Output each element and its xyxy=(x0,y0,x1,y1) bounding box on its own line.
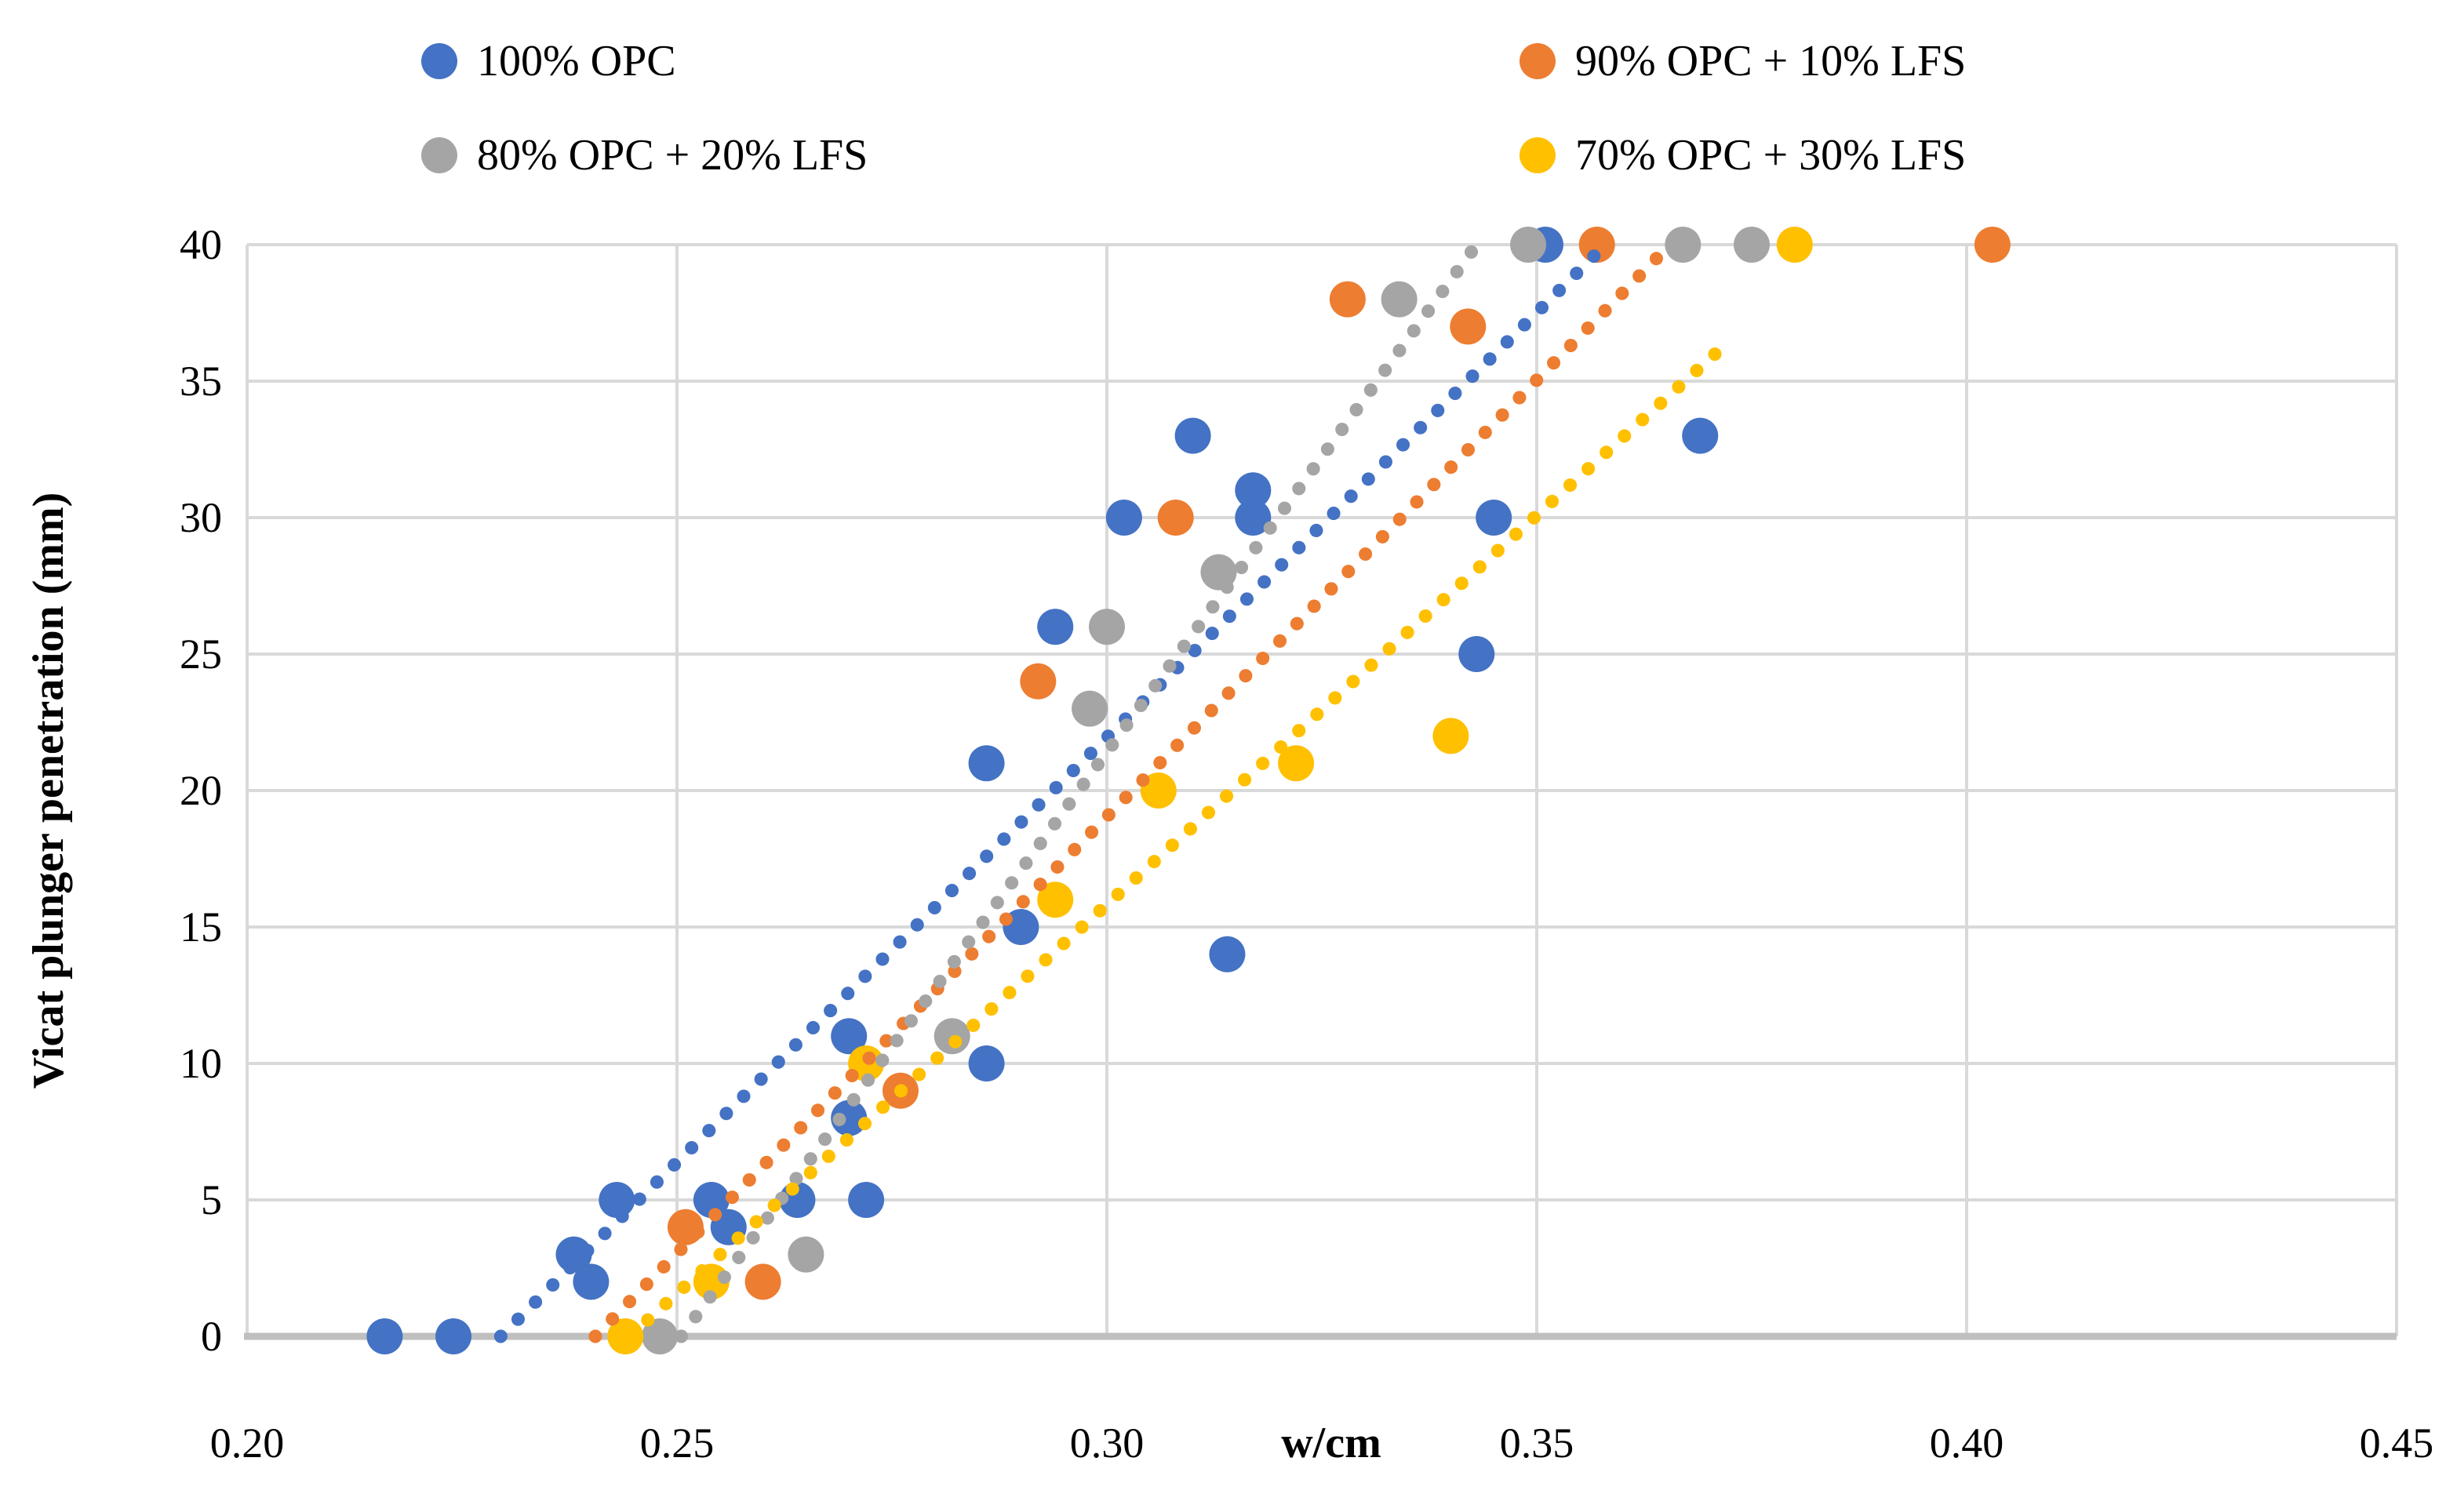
data-point xyxy=(968,745,1005,782)
trendline xyxy=(674,238,1483,1343)
data-point xyxy=(435,1318,472,1354)
y-axis-tick-labels: 0 5 10 15 20 25 30 35 40 xyxy=(180,221,222,1360)
data-point xyxy=(831,1018,868,1055)
data-point xyxy=(788,1236,824,1273)
x-tick-label: 0.25 xyxy=(640,1419,715,1467)
data-point xyxy=(1037,609,1074,645)
data-point xyxy=(573,1263,610,1300)
legend-marker-100-opc xyxy=(421,43,457,79)
y-tick-label: 20 xyxy=(180,767,222,814)
data-point xyxy=(1432,718,1469,754)
data-point xyxy=(1458,636,1495,672)
y-tick-label: 35 xyxy=(180,358,222,405)
data-point xyxy=(848,1182,885,1218)
data-point xyxy=(1974,227,2011,263)
data-point xyxy=(1235,472,1272,509)
y-tick-label: 40 xyxy=(180,221,222,268)
y-tick-label: 30 xyxy=(180,494,222,541)
data-point xyxy=(642,1318,679,1354)
x-tick-label: 0.35 xyxy=(1500,1419,1574,1467)
series-dots xyxy=(366,227,2011,1354)
legend-label-80-opc-20-lfs: 80% OPC + 20% LFS xyxy=(477,131,868,180)
data-point xyxy=(1682,417,1719,454)
data-point xyxy=(1278,745,1315,782)
gridlines xyxy=(247,243,2398,1336)
x-axis-tick-labels: 0.20 0.25 0.30 0.35 0.40 0.45 xyxy=(210,1419,2434,1467)
legend: 100% OPC 90% OPC + 10% LFS 80% OPC + 20%… xyxy=(421,37,1966,180)
data-point xyxy=(366,1318,403,1354)
data-point xyxy=(1776,227,1813,263)
y-tick-label: 25 xyxy=(180,631,222,678)
data-point xyxy=(1089,609,1125,645)
data-point xyxy=(831,1100,868,1136)
data-point xyxy=(599,1182,635,1218)
legend-marker-90-opc-10-lfs xyxy=(1520,43,1556,79)
x-tick-label: 0.30 xyxy=(1070,1419,1145,1467)
legend-label-90-opc-10-lfs: 90% OPC + 10% LFS xyxy=(1575,37,1966,85)
x-axis-title: w/cm xyxy=(1281,1419,1381,1467)
legend-label-100-opc: 100% OPC xyxy=(477,37,676,85)
legend-marker-70-opc-30-lfs xyxy=(1520,137,1556,173)
data-point xyxy=(1235,500,1272,536)
data-point xyxy=(1665,227,1702,263)
data-point xyxy=(1072,690,1108,727)
trendlines xyxy=(493,238,1738,1343)
x-tick-label: 0.45 xyxy=(2360,1419,2434,1467)
data-point xyxy=(968,1045,1005,1081)
data-point xyxy=(555,1236,592,1273)
legend-label-70-opc-30-lfs: 70% OPC + 30% LFS xyxy=(1575,131,1966,180)
data-point xyxy=(744,1263,781,1300)
x-tick-label: 0.40 xyxy=(1930,1419,2004,1467)
legend-marker-80-opc-20-lfs xyxy=(421,137,457,173)
data-point xyxy=(1209,936,1246,972)
data-point xyxy=(693,1182,730,1218)
data-point xyxy=(1450,308,1487,345)
data-point xyxy=(1510,227,1547,263)
y-tick-label: 0 xyxy=(201,1313,222,1360)
data-point xyxy=(1174,417,1211,454)
data-point xyxy=(1020,663,1057,700)
axis-lines xyxy=(244,245,2397,1340)
data-point xyxy=(1734,227,1770,263)
data-point xyxy=(1157,500,1194,536)
data-point xyxy=(1037,881,1074,918)
y-tick-label: 5 xyxy=(201,1176,222,1223)
trendline xyxy=(623,333,1738,1343)
y-tick-label: 10 xyxy=(180,1040,222,1087)
data-point xyxy=(1381,281,1418,318)
y-axis-title: Vicat plunger penetration (mm) xyxy=(24,493,73,1089)
data-point xyxy=(1105,500,1142,536)
x-tick-label: 0.20 xyxy=(210,1419,285,1467)
y-tick-label: 15 xyxy=(180,903,222,951)
data-point xyxy=(1329,281,1366,318)
trendline xyxy=(493,238,1613,1343)
data-point xyxy=(1476,500,1512,536)
